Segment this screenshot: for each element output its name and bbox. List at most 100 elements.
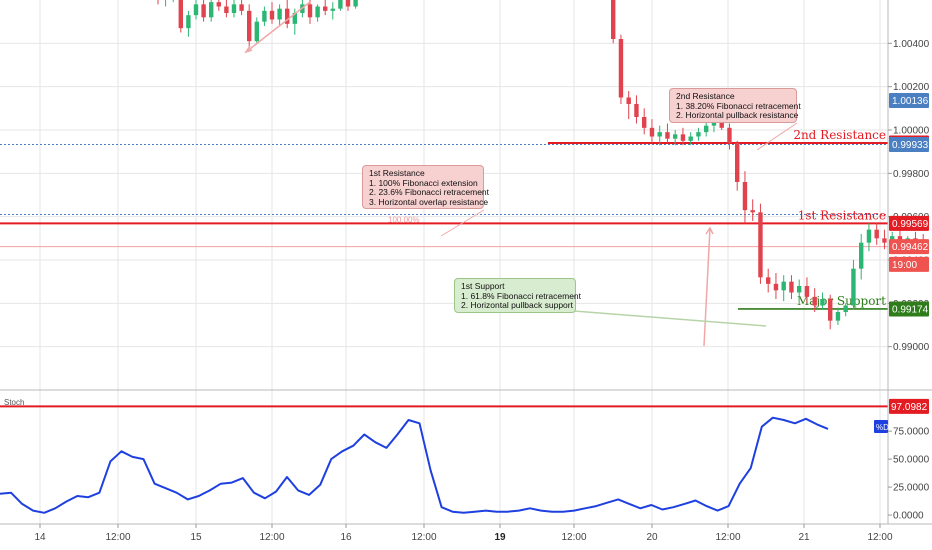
x-tick-label: 19 — [494, 532, 506, 543]
candle — [688, 132, 693, 146]
candle-body — [353, 0, 358, 7]
x-tick-label: 12:00 — [867, 532, 892, 543]
candle-body — [292, 13, 297, 24]
candle — [323, 0, 328, 16]
x-tick-label: 14 — [34, 532, 46, 543]
note-line: 2. Horizontal pullback resistance — [676, 110, 799, 120]
candle-body — [262, 10, 267, 22]
note-line: 3. Horizontal overlap resistance — [369, 196, 489, 207]
candle-body — [859, 242, 864, 269]
price-tag-text: 0.99462 — [892, 242, 929, 253]
price-tag-box — [889, 93, 929, 109]
candle-body — [247, 10, 252, 42]
note-pointer — [440, 209, 485, 237]
annotation-overlays — [244, 1, 798, 347]
stoch-tag-box — [889, 398, 929, 414]
candle-body — [330, 8, 335, 11]
arrow-down-left — [245, 1, 311, 53]
candle — [789, 275, 794, 299]
note-line: 2. 23.6% Fibonacci retracement — [369, 187, 490, 197]
second-resistance-note: 2nd Resistance 1. 38.20% Fibonacci retra… — [669, 88, 801, 123]
candle — [797, 279, 802, 302]
candle — [812, 288, 817, 312]
note-line: 2. Horizontal pullback support — [461, 300, 573, 310]
candle-body — [750, 210, 755, 213]
price-tag-box — [889, 301, 929, 317]
level-label: 1st Resistance — [798, 208, 886, 222]
candle-body — [269, 10, 275, 20]
candle — [254, 17, 259, 44]
candle-body — [307, 4, 313, 18]
candle-body — [626, 97, 631, 104]
x-tick-label: 15 — [190, 532, 202, 543]
candle-body — [231, 4, 237, 13]
candle-body — [611, 0, 616, 40]
note-line: 1. 61.8% Fibonacci retracement — [461, 290, 582, 301]
x-tick-label: 12:00 — [411, 532, 436, 543]
candle-body — [201, 4, 206, 18]
note-line: 1st Support — [461, 281, 505, 291]
stoch-d-line — [0, 416, 829, 514]
candle-body — [193, 4, 199, 16]
candle-body — [345, 0, 351, 7]
candle-body — [642, 117, 647, 128]
candle-body — [323, 6, 328, 11]
x-tick-label: 12:00 — [105, 532, 130, 543]
candle-body — [680, 134, 686, 141]
y-tick-label: 1.00400 — [893, 39, 930, 50]
candle-body — [874, 229, 879, 239]
candle-body — [851, 268, 856, 306]
candle — [216, 0, 221, 11]
x-tick-label: 21 — [798, 532, 810, 543]
candle-body — [719, 121, 724, 128]
stochastic-pane — [0, 405, 888, 514]
series-tag-text: %D — [876, 423, 889, 432]
candle-body — [315, 6, 320, 18]
x-tick-label: 16 — [340, 532, 352, 543]
note-line: 2nd Resistance — [676, 91, 735, 101]
candle-body — [239, 4, 244, 11]
candle — [330, 2, 335, 20]
candle — [345, 0, 351, 11]
candle-body — [735, 143, 740, 182]
price-tag: 0.99933 — [889, 137, 929, 153]
note-line: 1. 38.20% Fibonacci retracement — [676, 100, 801, 111]
candle — [172, 0, 174, 3]
candle-body — [688, 136, 693, 141]
candle — [247, 4, 252, 48]
level-label: 2nd Resistance — [793, 128, 886, 142]
candle — [649, 119, 655, 143]
y-tick-label: 0.99000 — [893, 342, 930, 353]
candle — [618, 34, 624, 104]
first-support-note: 1st Support 1. 61.8% Fibonacci retraceme… — [454, 278, 582, 313]
candle — [315, 4, 320, 22]
candle — [804, 277, 810, 304]
candle — [781, 275, 786, 302]
candle-body — [224, 6, 229, 13]
candle-body — [742, 182, 748, 211]
grid-layer — [0, 0, 888, 524]
price-tag-text: 0.99174 — [892, 304, 929, 315]
stoch-level-tag: 97.0982 — [889, 398, 929, 414]
price-tag-text: 0.99569 — [892, 219, 929, 230]
candle-body — [178, 0, 183, 29]
candle-body — [866, 229, 872, 243]
price-tag-box — [889, 239, 929, 255]
levels-layer: 100.00% 2nd Resistance 1st Resistance Major… — [0, 128, 888, 310]
price-tag: 1.00136 — [889, 93, 929, 109]
fib-100-label: 100.00% — [388, 216, 420, 225]
candle-body — [820, 299, 825, 306]
y-tick-label: 0.99800 — [893, 169, 930, 180]
candle — [353, 0, 358, 9]
candle-body — [665, 132, 670, 139]
candle — [735, 140, 740, 191]
candle-body — [882, 238, 887, 243]
candle — [859, 234, 864, 280]
candle-body — [216, 2, 221, 7]
candle — [773, 273, 779, 299]
candle-body — [186, 15, 191, 29]
candle-body — [657, 132, 662, 137]
price-tag: 19:00 — [889, 256, 929, 272]
